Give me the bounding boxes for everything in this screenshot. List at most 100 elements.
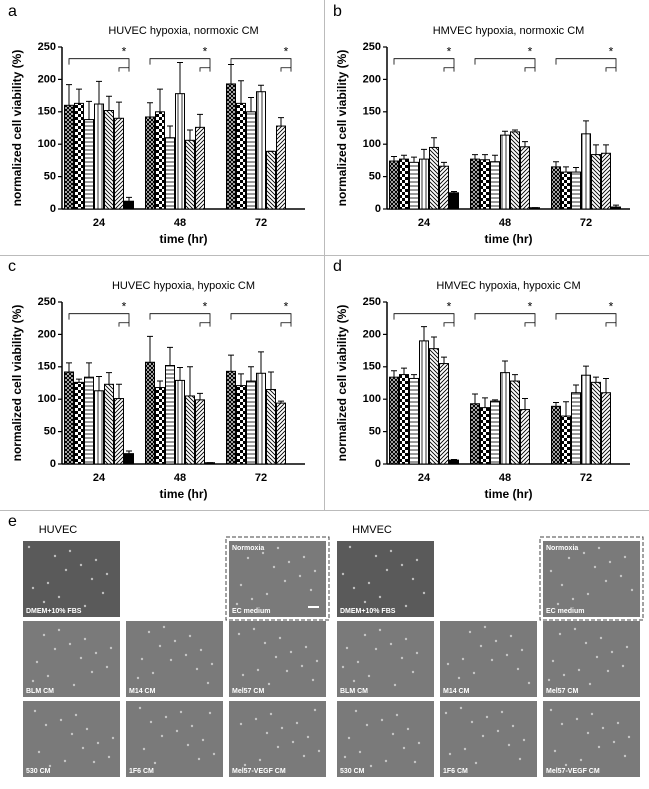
micrograph-label: M14 CM: [129, 688, 156, 695]
error-bar: [563, 166, 569, 173]
error-bar: [167, 125, 173, 138]
significance-star: *: [122, 44, 127, 58]
cell-speck: [79, 563, 83, 567]
cell-speck: [582, 551, 586, 555]
cell-speck: [83, 604, 87, 608]
bar: [389, 160, 399, 210]
error-bar: [66, 362, 72, 372]
error-bar: [177, 62, 183, 94]
error-bar: [431, 336, 437, 349]
x-tick-label: 72: [255, 217, 267, 229]
significance-bracket: [149, 313, 211, 327]
bar: [510, 131, 520, 210]
cell-speck: [239, 583, 243, 587]
cell-speck: [151, 671, 155, 675]
cell-speck: [422, 591, 426, 595]
cell-speck: [601, 726, 605, 730]
error-bar: [116, 101, 122, 119]
x-tick-label: 72: [580, 472, 592, 484]
cell-speck: [470, 720, 474, 724]
cell-speck: [623, 754, 627, 758]
cell-speck: [74, 713, 78, 717]
micrograph: [337, 541, 434, 617]
error-bar: [421, 148, 427, 160]
cell-speck: [352, 679, 356, 683]
bar: [276, 125, 286, 210]
cell-speck: [549, 708, 553, 712]
cell-speck: [184, 653, 188, 657]
y-tick-label: 250: [38, 41, 56, 53]
cell-speck: [608, 560, 612, 564]
y-tick-label: 100: [38, 138, 56, 150]
cell-speck: [384, 759, 388, 763]
bar: [561, 415, 571, 465]
cell-speck: [395, 713, 399, 717]
micrograph-label: Mel57-VEGF CM: [546, 768, 600, 775]
cell-speck: [347, 736, 351, 740]
error-bar: [86, 100, 92, 120]
cell-speck: [400, 656, 404, 660]
cell-speck: [527, 681, 531, 685]
micrograph: [126, 621, 223, 697]
error-bar: [421, 326, 427, 341]
cell-speck: [411, 670, 415, 674]
cell-speck: [90, 577, 94, 581]
cell-speck: [81, 746, 85, 750]
cell-speck: [444, 711, 448, 715]
y-tick-label: 100: [363, 393, 381, 405]
error-bar: [268, 371, 274, 390]
cell-speck: [586, 592, 590, 596]
cell-speck: [42, 633, 46, 637]
bar: [581, 374, 591, 465]
error-bar: [492, 399, 498, 402]
cell-speck: [111, 736, 115, 740]
y-axis-label: normalized cell viability (%): [335, 50, 349, 207]
cell-speck: [404, 637, 408, 641]
micrograph: [543, 701, 640, 777]
error-bar: [238, 373, 244, 386]
cell-speck: [35, 660, 39, 664]
error-bar: [228, 354, 234, 372]
x-tick-label: 72: [580, 217, 592, 229]
micrograph: [440, 701, 537, 777]
micrograph: [337, 701, 434, 777]
bar: [145, 361, 155, 465]
x-tick-label: 48: [499, 472, 511, 484]
cell-speck: [90, 670, 94, 674]
cell-speck: [101, 591, 105, 595]
error-bar: [258, 84, 264, 92]
cell-speck: [619, 574, 623, 578]
cell-speck: [153, 761, 157, 765]
cell-speck: [402, 746, 406, 750]
bar: [389, 376, 399, 465]
bar: [551, 405, 561, 465]
significance-bracket: [68, 313, 130, 327]
significance-star: *: [284, 44, 289, 58]
cell-speck: [304, 645, 308, 649]
micrograph-label: 530 CM: [26, 768, 51, 775]
chart-title: HUVEC hypoxia, hypoxic CM: [112, 280, 255, 292]
cell-speck: [385, 568, 389, 572]
cell-speck: [267, 682, 271, 686]
bar: [165, 137, 175, 210]
micrograph-label: 1F6 CM: [443, 768, 468, 775]
cell-speck: [511, 724, 515, 728]
bar: [266, 150, 276, 210]
micrograph-label: DMEM+10% FBS: [340, 608, 396, 615]
cell-speck: [83, 637, 87, 641]
bar: [175, 379, 185, 465]
significance-star: *: [203, 299, 208, 313]
y-axis-label: normalized cell viability (%): [10, 305, 24, 462]
cell-speck: [564, 763, 568, 767]
cell-speck: [164, 715, 168, 719]
cell-speck: [485, 715, 489, 719]
bar: [94, 390, 104, 465]
cell-speck: [448, 752, 452, 756]
micrograph-tag: Normoxia: [546, 545, 578, 552]
bar: [104, 110, 114, 210]
cell-speck: [380, 718, 384, 722]
bar: [561, 171, 571, 210]
error-bar: [167, 346, 173, 366]
cell-speck: [33, 709, 37, 713]
error-bar: [258, 351, 264, 374]
